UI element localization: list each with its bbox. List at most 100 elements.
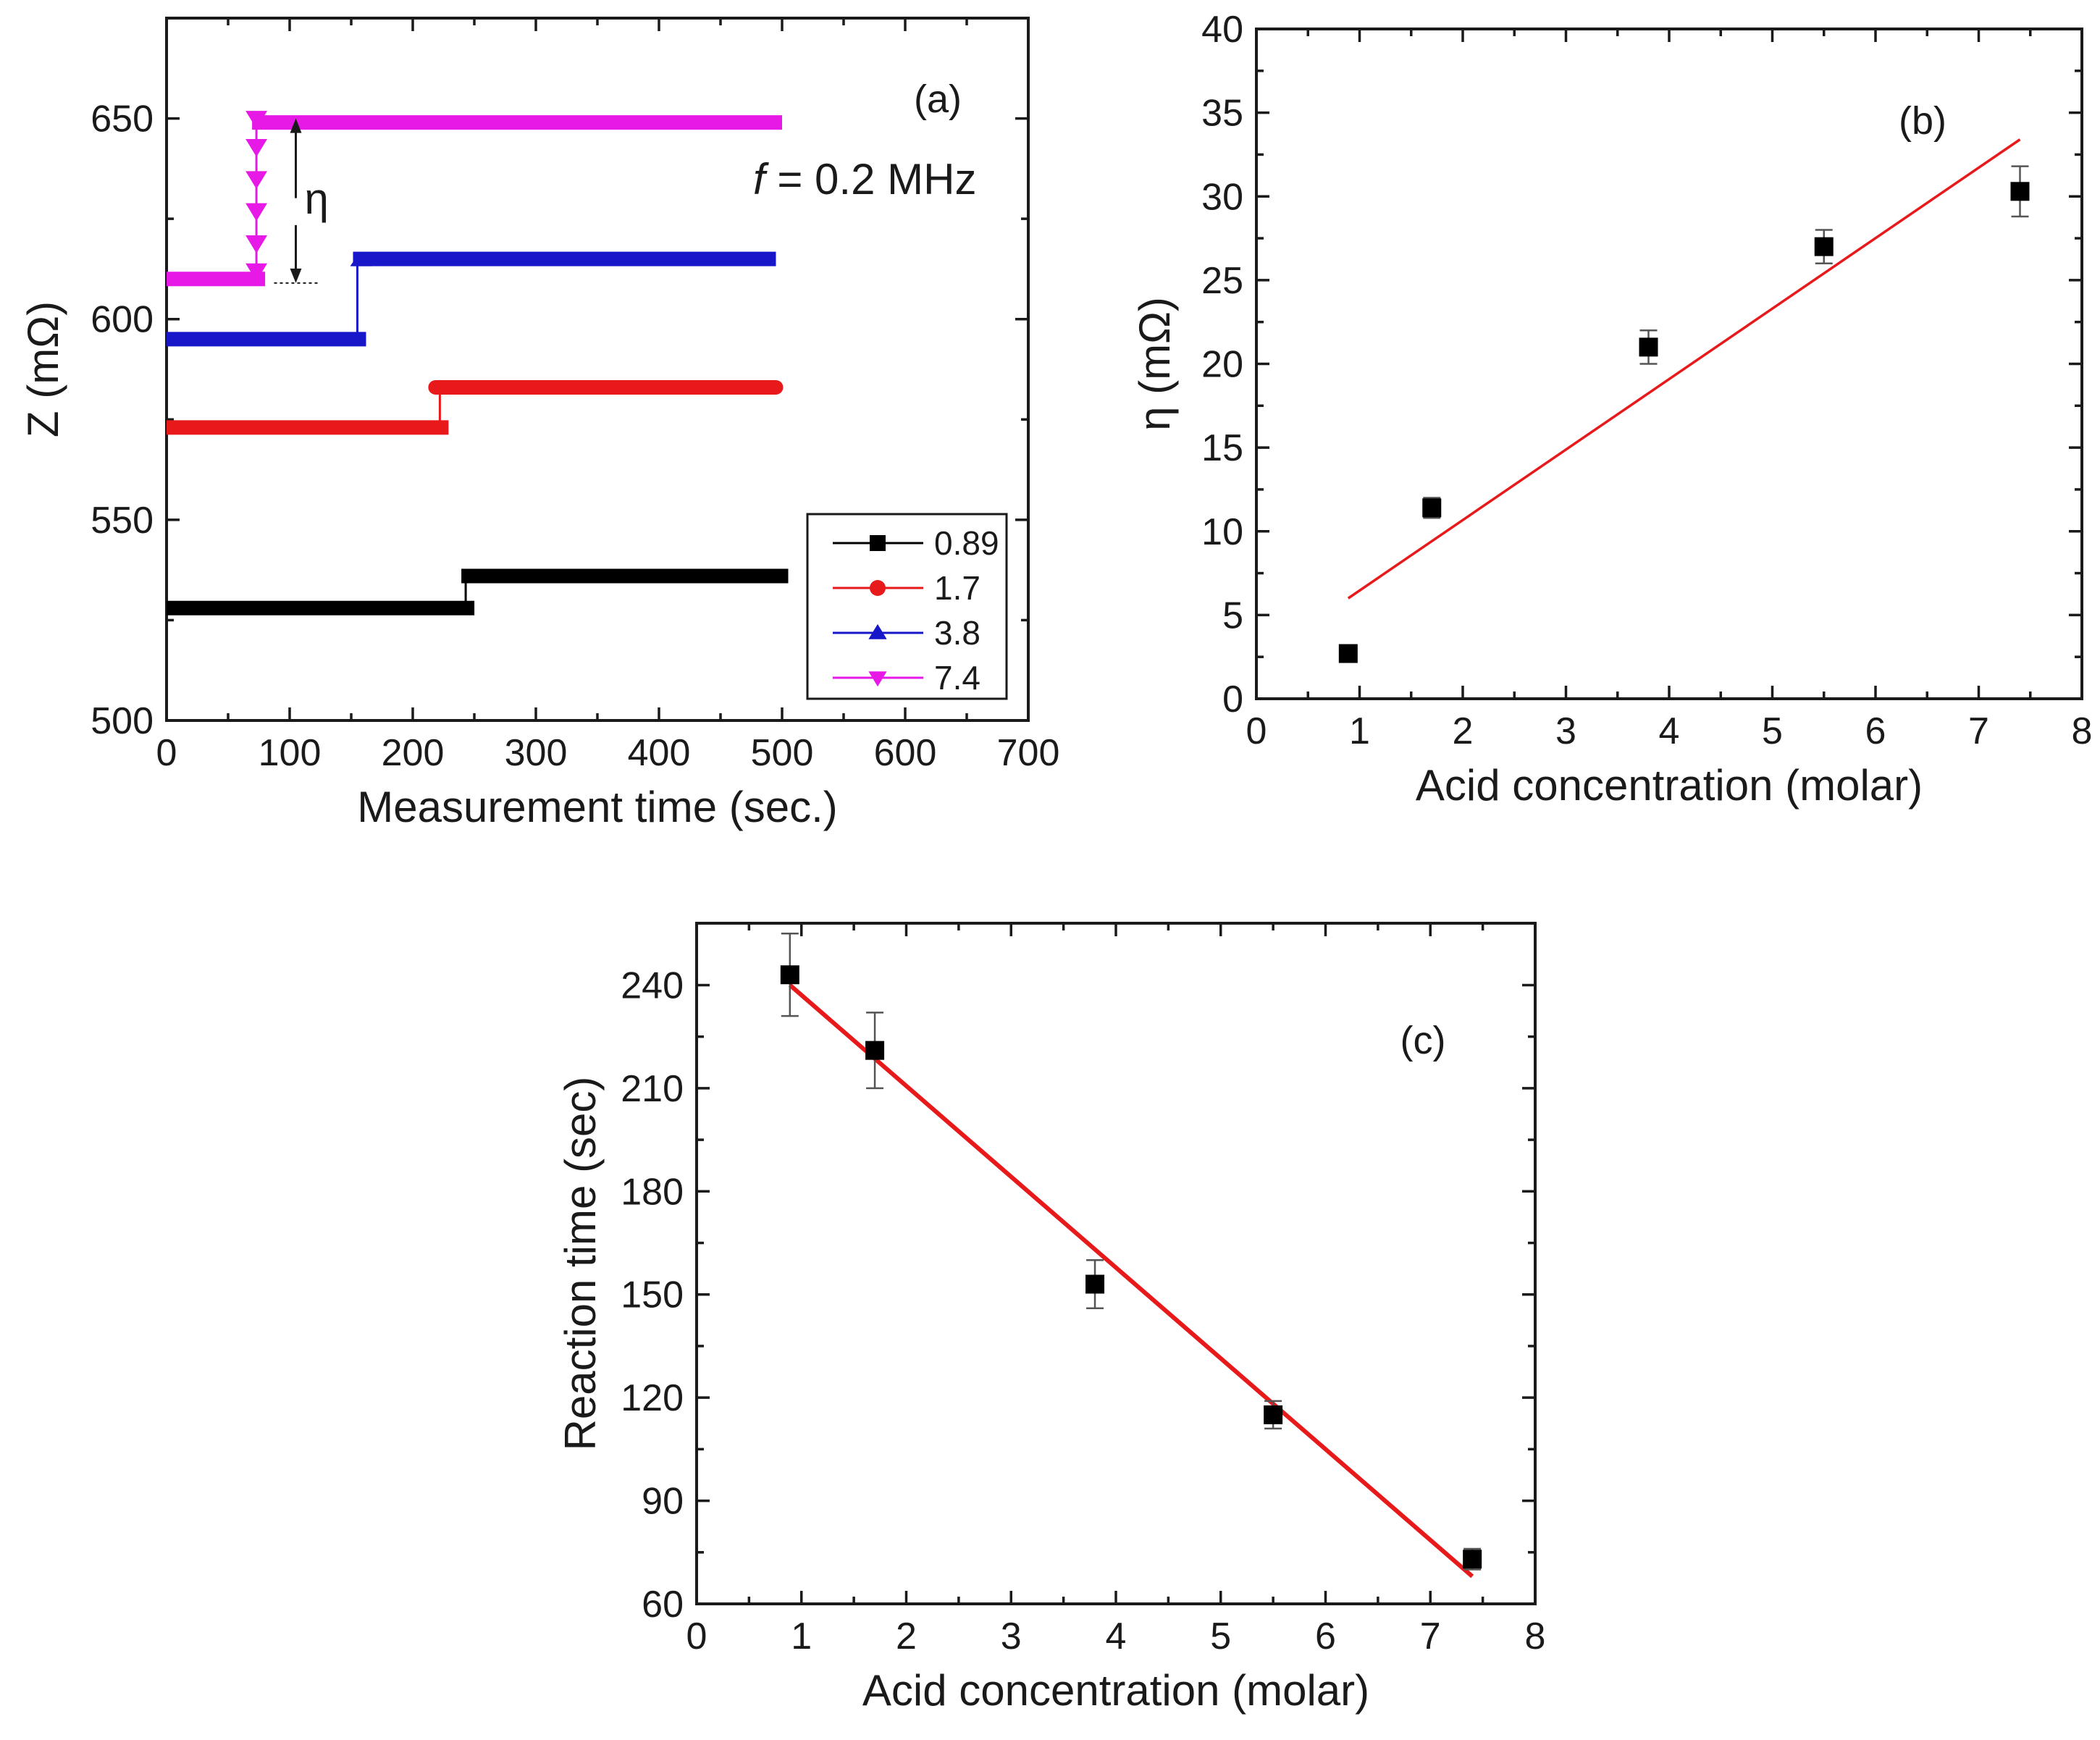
y-tick-label: 550 [91, 500, 154, 542]
y-tick-label: 35 [1201, 93, 1243, 135]
x-tick-label: 2 [896, 1615, 917, 1657]
x-tick-label: 6 [1865, 710, 1886, 752]
point-marker [1814, 237, 1834, 256]
transition-marker [245, 138, 268, 157]
x-tick-label: 6 [1315, 1615, 1336, 1657]
panel-label: (c) [1400, 1019, 1446, 1062]
data-point [1338, 644, 1358, 663]
transition-marker [245, 111, 268, 129]
data-point [1639, 329, 1658, 365]
legend-marker [870, 535, 886, 551]
y-tick-label: 150 [621, 1274, 684, 1316]
x-tick-label: 3 [1001, 1615, 1022, 1657]
transition-marker [245, 171, 268, 190]
y-tick-label: 120 [621, 1377, 684, 1419]
legend-marker [868, 671, 887, 687]
legend: 0.89 1.7 3.8 7.4 [806, 513, 1008, 700]
legend-label: 3.8 [934, 614, 980, 652]
point-marker [1264, 1405, 1283, 1424]
legend-entry-7.4: 7.4 [833, 659, 980, 697]
point-marker [2010, 182, 2030, 201]
data-point [1814, 229, 1834, 264]
transition-marker [245, 263, 268, 282]
eta-annotation: η [274, 118, 329, 284]
legend-entry-0.89: 0.89 [833, 524, 999, 562]
point-marker [1463, 1550, 1482, 1569]
point-marker [780, 965, 799, 985]
point-marker [865, 1041, 885, 1060]
data-point [1463, 1547, 1482, 1571]
y-tick-label: 40 [1201, 9, 1243, 51]
transition-marker [245, 235, 268, 253]
x-tick-label: 4 [1106, 1615, 1127, 1657]
y-tick-label: 500 [91, 700, 154, 742]
y-tick-label: 5 [1222, 594, 1243, 636]
y-axis-title: Z (mΩ) [19, 301, 67, 437]
x-tick-label: 0 [1246, 710, 1267, 752]
legend-label: 7.4 [934, 659, 980, 697]
data-point [780, 932, 799, 1017]
legend-marker [870, 580, 886, 596]
x-tick-label: 5 [1762, 710, 1783, 752]
x-tick-label: 0 [686, 1615, 707, 1657]
fit-line [788, 983, 1474, 1579]
x-axis-title: Measurement time (sec.) [357, 783, 838, 831]
point-marker [1422, 498, 1442, 518]
data-point [2010, 165, 2030, 218]
x-tick-label: 300 [505, 732, 568, 774]
panel-label: (b) [1899, 99, 1946, 143]
x-tick-label: 5 [1210, 1615, 1231, 1657]
eta-arrowhead-down [290, 268, 302, 283]
frequency-variable: f [753, 155, 769, 203]
x-axis-title: Acid concentration (molar) [1416, 761, 1923, 810]
data-point [1085, 1259, 1105, 1309]
series-7.4 [167, 111, 782, 287]
y-tick-label: 15 [1201, 427, 1243, 469]
eta-symbol: η [305, 175, 329, 223]
y-tick-label: 30 [1201, 176, 1243, 218]
eta-arrowhead-up [290, 118, 302, 133]
x-tick-label: 1 [1349, 710, 1370, 752]
y-tick-label: 180 [621, 1171, 684, 1213]
point-marker [1338, 644, 1358, 663]
x-tick-label: 8 [2072, 710, 2093, 752]
data-point [865, 1012, 885, 1090]
legend-entry-3.8: 3.8 [833, 614, 980, 652]
data-point [1422, 497, 1442, 519]
y-tick-label: 650 [91, 98, 154, 140]
x-tick-label: 8 [1525, 1615, 1546, 1657]
series-3.8 [167, 251, 776, 347]
series-1.7 [167, 379, 784, 435]
legend-marker [868, 623, 887, 639]
y-axis-title: Reaction time (sec) [556, 1077, 605, 1451]
y-tick-label: 0 [1222, 678, 1243, 720]
legend-box [806, 513, 1008, 700]
frequency-value: = 0.2 MHz [765, 155, 977, 203]
frequency-annotation: f = 0.2 MHz [753, 155, 976, 203]
x-tick-label: 2 [1453, 710, 1474, 752]
transition-marker [245, 203, 268, 222]
y-axis-title: η (mΩ) [1130, 297, 1179, 431]
legend-entry-1.7: 1.7 [833, 569, 980, 607]
y-tick-label: 20 [1201, 344, 1243, 386]
x-tick-label: 700 [997, 732, 1060, 774]
series-0.89 [167, 568, 789, 615]
x-tick-label: 500 [751, 732, 814, 774]
x-axis-title: Acid concentration (molar) [862, 1666, 1369, 1715]
fit-line [1347, 138, 2021, 600]
x-tick-label: 400 [628, 732, 691, 774]
y-tick-label: 60 [642, 1584, 684, 1626]
y-tick-label: 210 [621, 1068, 684, 1110]
segment-start-marker [350, 251, 372, 266]
point-marker [1085, 1274, 1105, 1294]
y-tick-label: 240 [621, 964, 684, 1006]
x-tick-label: 3 [1555, 710, 1576, 752]
panel-label: (a) [914, 77, 962, 121]
y-tick-label: 10 [1201, 511, 1243, 553]
x-tick-label: 7 [1968, 710, 1989, 752]
x-tick-label: 7 [1420, 1615, 1441, 1657]
x-tick-label: 600 [874, 732, 937, 774]
plot-frame [1255, 28, 2083, 700]
panel-c: 0 1 2 3 4 5 6 7 8 60 90 120 150 180 210 240 Acid concent… [556, 922, 1546, 1715]
